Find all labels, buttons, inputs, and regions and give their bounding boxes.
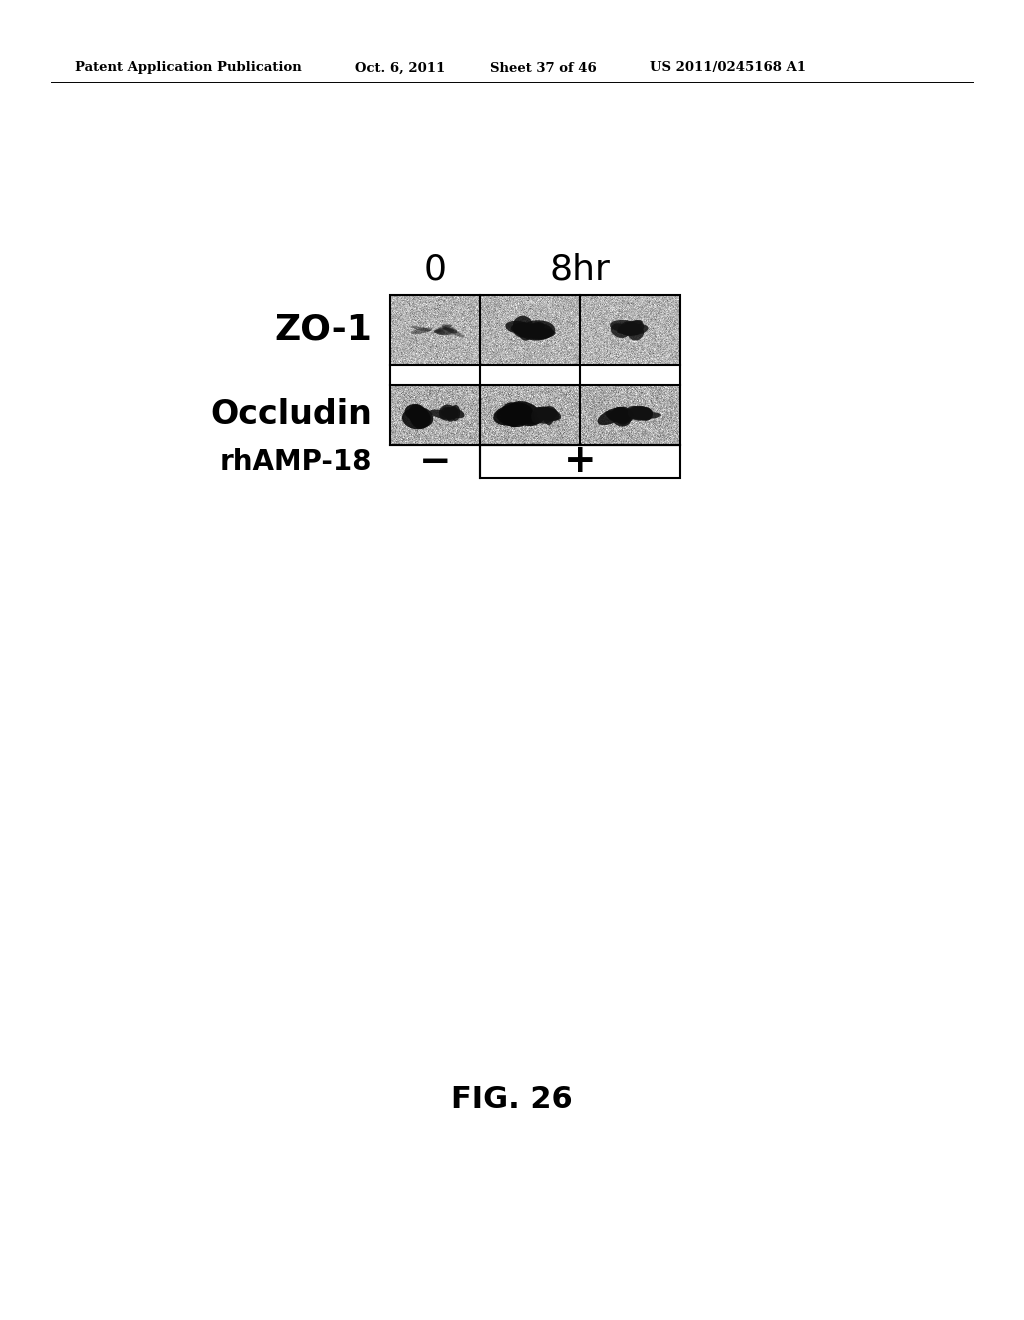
Ellipse shape bbox=[628, 326, 644, 341]
Ellipse shape bbox=[411, 409, 421, 418]
Ellipse shape bbox=[610, 319, 640, 333]
Ellipse shape bbox=[436, 327, 454, 335]
Ellipse shape bbox=[514, 322, 532, 338]
Ellipse shape bbox=[608, 413, 621, 422]
Ellipse shape bbox=[618, 326, 639, 335]
Text: Occludin: Occludin bbox=[210, 399, 372, 432]
Ellipse shape bbox=[511, 323, 527, 333]
Ellipse shape bbox=[630, 409, 651, 421]
Bar bbox=[390, 294, 680, 445]
Ellipse shape bbox=[505, 321, 535, 335]
Ellipse shape bbox=[613, 407, 626, 417]
Bar bbox=[390, 366, 480, 385]
Text: US 2011/0245168 A1: US 2011/0245168 A1 bbox=[650, 62, 806, 74]
Ellipse shape bbox=[507, 411, 520, 428]
Ellipse shape bbox=[513, 315, 532, 337]
Text: Sheet 37 of 46: Sheet 37 of 46 bbox=[490, 62, 597, 74]
Ellipse shape bbox=[628, 407, 653, 420]
Bar bbox=[480, 445, 680, 478]
Bar bbox=[390, 445, 480, 478]
Ellipse shape bbox=[611, 408, 625, 422]
Ellipse shape bbox=[503, 411, 538, 425]
Ellipse shape bbox=[534, 408, 557, 420]
Ellipse shape bbox=[643, 409, 652, 421]
Ellipse shape bbox=[535, 408, 550, 421]
Ellipse shape bbox=[411, 327, 432, 334]
Ellipse shape bbox=[536, 407, 557, 424]
Ellipse shape bbox=[408, 411, 430, 422]
Ellipse shape bbox=[523, 329, 555, 339]
Ellipse shape bbox=[506, 409, 540, 425]
Ellipse shape bbox=[409, 407, 433, 428]
Ellipse shape bbox=[433, 325, 452, 333]
Ellipse shape bbox=[404, 404, 425, 420]
Ellipse shape bbox=[508, 401, 542, 426]
Ellipse shape bbox=[411, 409, 431, 429]
Ellipse shape bbox=[501, 403, 522, 425]
Ellipse shape bbox=[439, 404, 456, 421]
Ellipse shape bbox=[635, 412, 660, 420]
Ellipse shape bbox=[535, 408, 546, 422]
Ellipse shape bbox=[441, 407, 456, 418]
Ellipse shape bbox=[429, 409, 455, 420]
Ellipse shape bbox=[630, 321, 644, 333]
Ellipse shape bbox=[635, 408, 652, 418]
Ellipse shape bbox=[598, 408, 627, 425]
Ellipse shape bbox=[434, 330, 445, 334]
Ellipse shape bbox=[409, 408, 428, 417]
Ellipse shape bbox=[505, 411, 534, 421]
Ellipse shape bbox=[610, 409, 637, 420]
Ellipse shape bbox=[410, 404, 425, 418]
Ellipse shape bbox=[519, 321, 555, 341]
Ellipse shape bbox=[446, 409, 459, 420]
Ellipse shape bbox=[617, 327, 642, 334]
Ellipse shape bbox=[511, 407, 528, 418]
Text: ZO-1: ZO-1 bbox=[274, 313, 372, 347]
Ellipse shape bbox=[525, 325, 543, 337]
Ellipse shape bbox=[434, 329, 458, 335]
Ellipse shape bbox=[529, 322, 545, 331]
Ellipse shape bbox=[543, 407, 554, 425]
Ellipse shape bbox=[442, 325, 457, 333]
Ellipse shape bbox=[523, 323, 553, 339]
Ellipse shape bbox=[531, 407, 545, 424]
Ellipse shape bbox=[536, 407, 561, 421]
Ellipse shape bbox=[441, 326, 464, 337]
Ellipse shape bbox=[605, 411, 623, 421]
Ellipse shape bbox=[402, 409, 429, 429]
Text: 0: 0 bbox=[424, 253, 446, 286]
Ellipse shape bbox=[503, 403, 534, 425]
Text: −: − bbox=[419, 442, 452, 480]
Ellipse shape bbox=[617, 319, 643, 334]
Ellipse shape bbox=[497, 408, 527, 428]
Text: Patent Application Publication: Patent Application Publication bbox=[75, 62, 302, 74]
Bar bbox=[480, 445, 680, 478]
Text: rhAMP-18: rhAMP-18 bbox=[219, 447, 372, 475]
Ellipse shape bbox=[411, 326, 431, 331]
Ellipse shape bbox=[540, 408, 559, 421]
Ellipse shape bbox=[494, 404, 528, 425]
Text: +: + bbox=[563, 442, 596, 480]
Ellipse shape bbox=[409, 408, 427, 418]
Ellipse shape bbox=[610, 323, 630, 338]
Ellipse shape bbox=[612, 409, 632, 426]
Ellipse shape bbox=[621, 321, 639, 335]
Ellipse shape bbox=[451, 405, 460, 421]
Ellipse shape bbox=[444, 407, 465, 418]
Bar bbox=[480, 366, 680, 385]
Ellipse shape bbox=[446, 407, 458, 422]
Text: 8hr: 8hr bbox=[550, 253, 610, 286]
Text: FIG. 26: FIG. 26 bbox=[452, 1085, 572, 1114]
Ellipse shape bbox=[628, 407, 652, 420]
Ellipse shape bbox=[638, 408, 652, 421]
Ellipse shape bbox=[628, 405, 652, 420]
Ellipse shape bbox=[518, 325, 532, 341]
Text: Oct. 6, 2011: Oct. 6, 2011 bbox=[355, 62, 445, 74]
Ellipse shape bbox=[613, 407, 634, 422]
Ellipse shape bbox=[614, 407, 630, 425]
Ellipse shape bbox=[621, 323, 648, 335]
